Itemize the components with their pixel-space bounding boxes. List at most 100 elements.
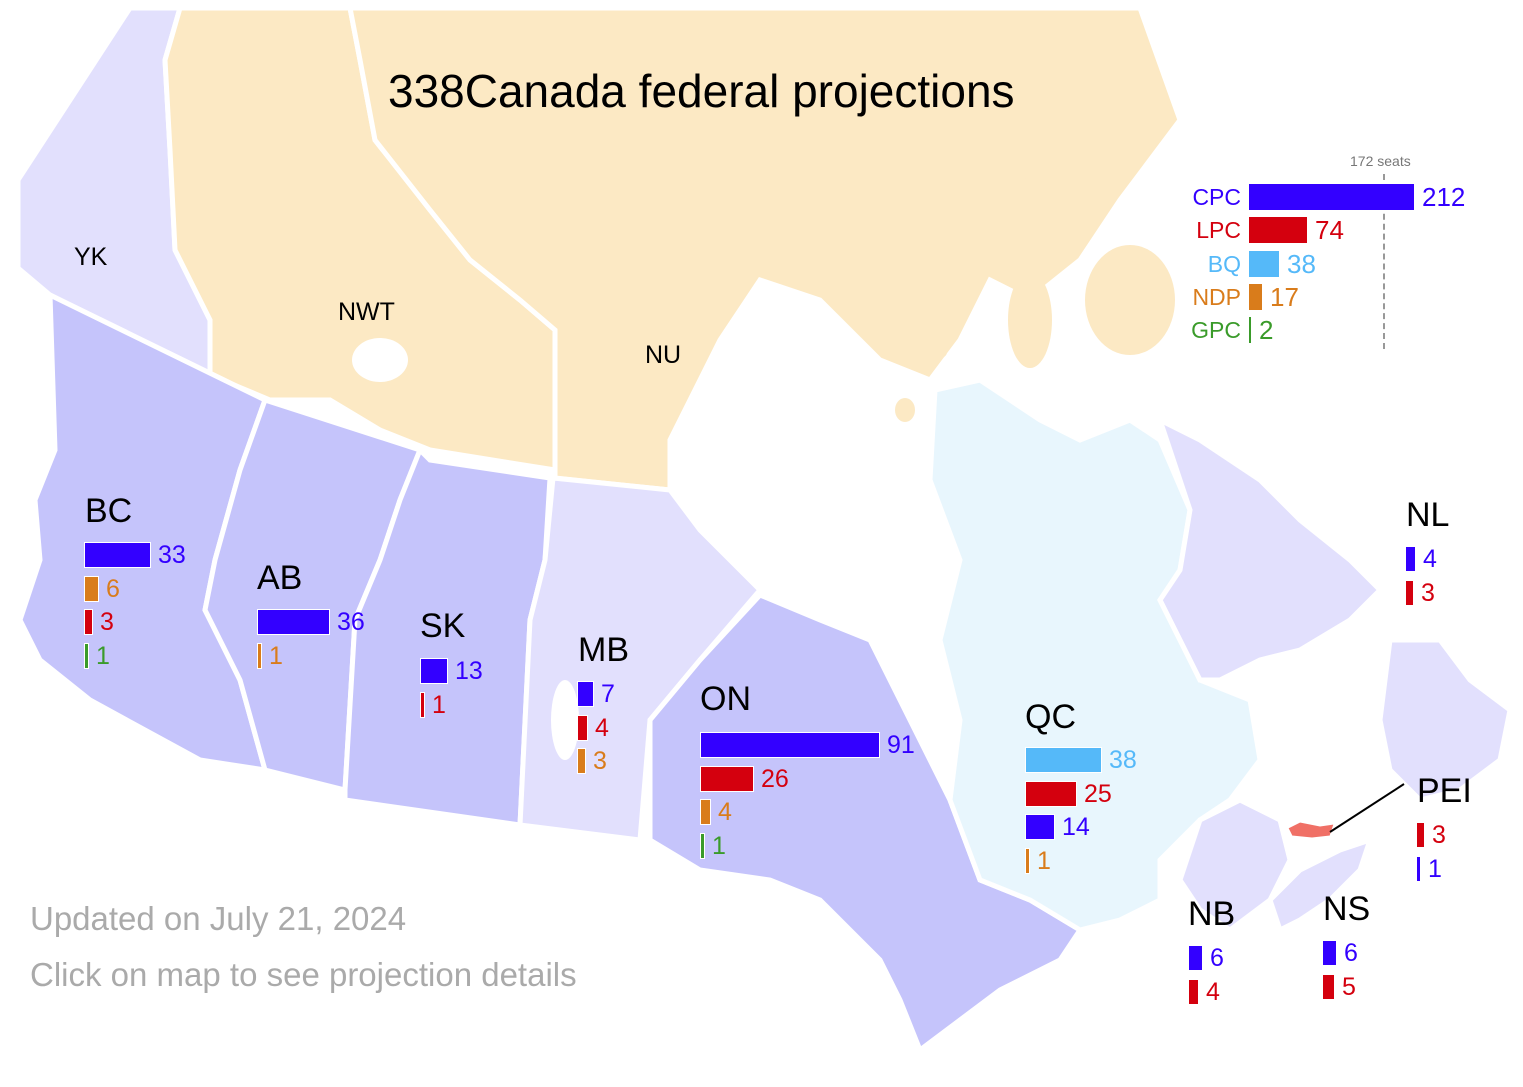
national-value-cpc: 212	[1422, 182, 1466, 212]
value-pei-lpc: 3	[1432, 821, 1446, 849]
value-bc-gpc: 1	[96, 642, 110, 670]
bar-sk-lpc[interactable]	[421, 693, 424, 717]
region-nu[interactable]	[346, 5, 1183, 493]
national-label-ndp: NDP	[1192, 284, 1241, 310]
bar-ns-lpc[interactable]	[1323, 975, 1334, 999]
national-label-lpc: LPC	[1196, 217, 1241, 243]
national-bar-lpc[interactable]	[1249, 217, 1307, 243]
bar-bc-cpc[interactable]	[85, 543, 150, 567]
value-qc-bq: 38	[1109, 746, 1137, 774]
bar-ns-cpc[interactable]	[1323, 941, 1336, 965]
value-sk-cpc: 13	[455, 657, 483, 685]
region-nl-island[interactable]	[1377, 637, 1513, 803]
lake-winnipeg	[551, 680, 579, 760]
page-title: 338Canada federal projections	[388, 65, 1015, 117]
island-1	[909, 72, 961, 148]
region-on[interactable]	[647, 592, 1084, 1054]
value-nl-cpc: 4	[1423, 545, 1437, 573]
bar-sk-cpc[interactable]	[421, 659, 447, 683]
bar-ab-ndp[interactable]	[258, 644, 261, 668]
bar-bc-lpc[interactable]	[85, 610, 92, 634]
province-label-bc[interactable]: BC	[85, 492, 133, 530]
province-label-sk[interactable]: SK	[420, 607, 466, 645]
province-label-nb[interactable]: NB	[1188, 895, 1236, 933]
value-nl-lpc: 3	[1421, 579, 1435, 607]
bar-nb-lpc[interactable]	[1189, 980, 1198, 1004]
province-label-mb[interactable]: MB	[578, 631, 629, 669]
value-ab-cpc: 36	[337, 608, 365, 636]
click-hint-text: Click on map to see projection details	[30, 956, 577, 993]
national-label-gpc: GPC	[1191, 317, 1241, 343]
territory-label-yk: YK	[74, 243, 108, 271]
bar-ab-cpc[interactable]	[258, 610, 329, 634]
bar-nb-cpc[interactable]	[1189, 946, 1202, 970]
region-qc[interactable]	[927, 377, 1263, 933]
value-ns-lpc: 5	[1342, 973, 1356, 1001]
value-mb-ndp: 3	[593, 747, 607, 775]
province-label-ab[interactable]: AB	[257, 559, 303, 597]
island-6	[933, 346, 947, 358]
island-4	[1085, 245, 1175, 355]
national-label-cpc: CPC	[1192, 184, 1241, 210]
value-mb-lpc: 4	[595, 714, 609, 742]
bar-bc-gpc[interactable]	[85, 644, 88, 668]
island-3	[1008, 272, 1052, 368]
bar-qc-bq[interactable]	[1026, 748, 1101, 772]
bar-on-lpc[interactable]	[701, 767, 753, 791]
value-on-lpc: 26	[761, 765, 789, 793]
value-pei-cpc: 1	[1428, 855, 1442, 883]
bar-on-ndp[interactable]	[701, 800, 710, 824]
bar-on-cpc[interactable]	[701, 733, 879, 757]
bar-on-gpc[interactable]	[701, 834, 704, 858]
bar-qc-ndp[interactable]	[1026, 849, 1029, 873]
region-ns[interactable]	[1267, 836, 1374, 934]
bar-qc-lpc[interactable]	[1026, 782, 1076, 806]
national-bar-cpc[interactable]	[1249, 184, 1414, 210]
region-nl[interactable]	[1155, 415, 1384, 683]
region-pei[interactable]	[1287, 821, 1335, 839]
bar-pei-cpc[interactable]	[1417, 857, 1420, 881]
island-2	[960, 172, 1040, 228]
bar-pei-lpc[interactable]	[1417, 823, 1424, 847]
value-sk-lpc: 1	[432, 691, 446, 719]
value-bc-cpc: 33	[158, 541, 186, 569]
national-value-bq: 38	[1287, 249, 1316, 279]
province-label-pei[interactable]: PEI	[1417, 772, 1472, 810]
value-qc-ndp: 1	[1037, 847, 1051, 875]
bar-mb-lpc[interactable]	[578, 716, 587, 740]
territory-label-nwt: NWT	[338, 298, 395, 326]
national-label-bq: BQ	[1207, 251, 1241, 277]
national-bar-bq[interactable]	[1249, 251, 1279, 277]
value-mb-cpc: 7	[601, 680, 615, 708]
territory-label-nu: NU	[645, 341, 682, 369]
majority-label: 172 seats	[1350, 153, 1411, 169]
province-label-qc[interactable]: QC	[1025, 698, 1076, 736]
bar-mb-cpc[interactable]	[578, 682, 593, 706]
bar-nl-lpc[interactable]	[1406, 581, 1413, 605]
value-ns-cpc: 6	[1344, 939, 1358, 967]
value-on-cpc: 91	[887, 731, 915, 759]
province-label-nl[interactable]: NL	[1406, 496, 1450, 534]
bar-bc-ndp[interactable]	[85, 577, 98, 601]
majority-line	[1383, 174, 1385, 349]
value-bc-lpc: 3	[100, 608, 114, 636]
national-bar-gpc[interactable]	[1249, 317, 1251, 343]
national-bar-ndp[interactable]	[1249, 284, 1262, 310]
bar-nl-cpc[interactable]	[1406, 547, 1415, 571]
great-bear-lake	[352, 338, 408, 382]
province-label-on[interactable]: ON	[700, 680, 751, 718]
bar-mb-ndp[interactable]	[578, 749, 585, 773]
bar-qc-cpc[interactable]	[1026, 815, 1054, 839]
province-label-ns[interactable]: NS	[1323, 890, 1371, 928]
island-5	[895, 398, 915, 422]
value-qc-lpc: 25	[1084, 780, 1112, 808]
pei-pointer-line	[1329, 783, 1405, 833]
region-sk[interactable]	[342, 445, 553, 828]
value-nb-cpc: 6	[1210, 944, 1224, 972]
national-value-lpc: 74	[1315, 215, 1344, 245]
value-ab-ndp: 1	[269, 642, 283, 670]
updated-text: Updated on July 21, 2024	[30, 900, 407, 937]
national-value-ndp: 17	[1270, 282, 1299, 312]
